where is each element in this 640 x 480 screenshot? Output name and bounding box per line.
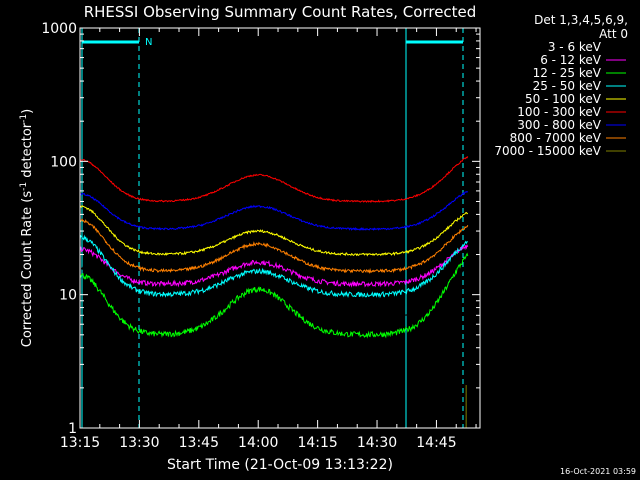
legend-entry: 12 - 25 keV [533,66,602,80]
y-axis-label-sup1: -1 [19,182,29,191]
y-axis-label-sup2: -1 [19,114,29,123]
legend-entry: 6 - 12 keV [540,53,602,67]
y-axis-label: Corrected Count Rate (s-1 detector-1) [19,109,35,347]
chart-title: RHESSI Observing Summary Count Rates, Co… [84,3,477,21]
x-tick-label: 13:30 [119,435,159,451]
x-tick-label: 14:30 [357,435,397,451]
series-line [79,191,469,231]
legend-header: Det 1,3,4,5,6,9, [534,13,628,27]
legend-entry: 300 - 800 keV [517,118,601,132]
series-line [79,204,469,257]
series-line [79,244,469,288]
timestamp-label: 16-Oct-2021 03:59 [560,467,636,476]
x-tick-label: 13:15 [60,435,100,451]
x-tick-label: 14:00 [238,435,278,451]
legend-entry: 800 - 7000 keV [510,131,602,145]
legend-header-att: Att 0 [599,27,628,41]
series-line [79,265,469,323]
y-axis-label-mid: detector [20,122,35,182]
x-axis-label: Start Time (21-Oct-09 13:13:22) [167,457,393,473]
series-line [79,234,468,299]
plot-frame [79,27,481,429]
series-line [79,218,469,274]
legend-entry: 3 - 6 keV [548,40,602,54]
y-tick-label: 1000 [41,21,77,37]
x-tick-label: 14:45 [416,435,456,451]
series-line [79,156,469,204]
y-tick-label: 100 [50,154,77,170]
x-tick-label: 14:15 [297,435,337,451]
legend-entry: 7000 - 15000 keV [494,144,601,158]
legend-entry: 50 - 100 keV [525,92,602,106]
night-label: N [145,37,152,48]
legend-entry: 25 - 50 keV [533,79,602,93]
y-tick-label: 1 [68,421,77,437]
series-line [79,252,469,339]
y-axis-label-end: ) [20,109,35,114]
y-axis-label-main: Corrected Count Rate (s [20,191,35,348]
legend-entry: 100 - 300 keV [517,105,601,119]
y-tick-label: 10 [59,288,77,304]
x-tick-label: 13:45 [179,435,219,451]
